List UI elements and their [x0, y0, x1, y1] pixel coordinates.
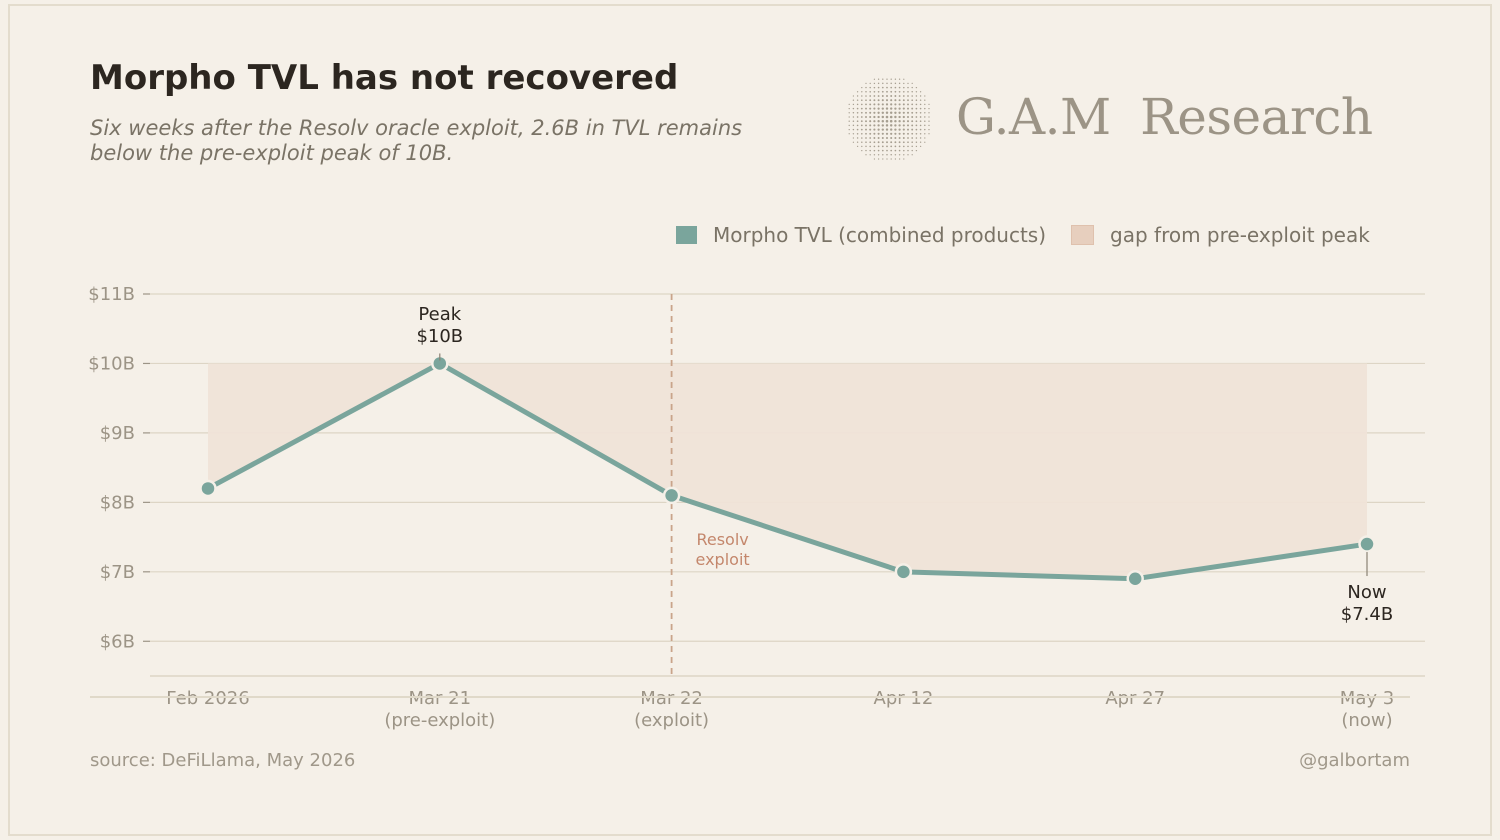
- source-note: source: DeFiLlama, May 2026: [90, 750, 356, 771]
- y-tick-label: $11B: [88, 284, 135, 305]
- legend-swatch-series: [676, 226, 697, 244]
- exploit-label: Resolv: [696, 530, 748, 549]
- x-tick-label: (exploit): [634, 710, 709, 731]
- x-tick-label: Apr 12: [874, 688, 934, 709]
- x-tick-label: Feb 2026: [166, 688, 249, 709]
- legend-item-series: Morpho TVL (combined products): [676, 223, 1046, 247]
- chart-title: Morpho TVL has not recovered: [90, 58, 679, 98]
- legend-label-gap: gap from pre-exploit peak: [1110, 223, 1370, 247]
- y-tick-label: $6B: [100, 631, 135, 652]
- x-tick-label: May 3: [1340, 688, 1394, 709]
- y-tick-label: $10B: [88, 353, 135, 374]
- data-point: [894, 563, 913, 581]
- x-tick-label: Mar 21: [409, 688, 472, 709]
- x-tick-label: (pre-exploit): [384, 710, 495, 731]
- dotted-globe-icon: [848, 78, 930, 160]
- x-tick-label: (now): [1341, 710, 1392, 731]
- data-point: [1358, 535, 1376, 553]
- data-point: [1126, 570, 1144, 588]
- data-point: [199, 479, 217, 498]
- footer-divider: [90, 696, 1410, 698]
- figure-frame: [8, 4, 1492, 836]
- annotation-label: $7.4B: [1341, 604, 1393, 625]
- y-tick-label: $8B: [100, 492, 135, 513]
- annotation-label: Now: [1347, 582, 1386, 603]
- gap-area: [208, 363, 1367, 579]
- chart-subtitle: Six weeks after the Resolv oracle exploi…: [90, 116, 743, 165]
- legend: Morpho TVL (combined products) gap from …: [676, 223, 1395, 247]
- annotation-label: $10B: [416, 326, 463, 347]
- exploit-label: exploit: [696, 550, 750, 569]
- x-tick-label: Apr 27: [1105, 688, 1165, 709]
- y-tick-label: $9B: [100, 423, 135, 444]
- legend-item-gap: gap from pre-exploit peak: [1071, 223, 1370, 247]
- x-tick-label: Mar 22: [640, 688, 703, 709]
- series-line: [205, 360, 1370, 582]
- data-point: [662, 486, 681, 505]
- brand-name: G.A.M Research: [956, 88, 1373, 146]
- y-tick-label: $7B: [100, 562, 135, 583]
- author-handle: @galbortam: [1299, 750, 1410, 771]
- legend-label-series: Morpho TVL (combined products): [713, 223, 1047, 247]
- legend-swatch-gap: [1071, 225, 1095, 245]
- annotation-label: Peak: [418, 304, 461, 325]
